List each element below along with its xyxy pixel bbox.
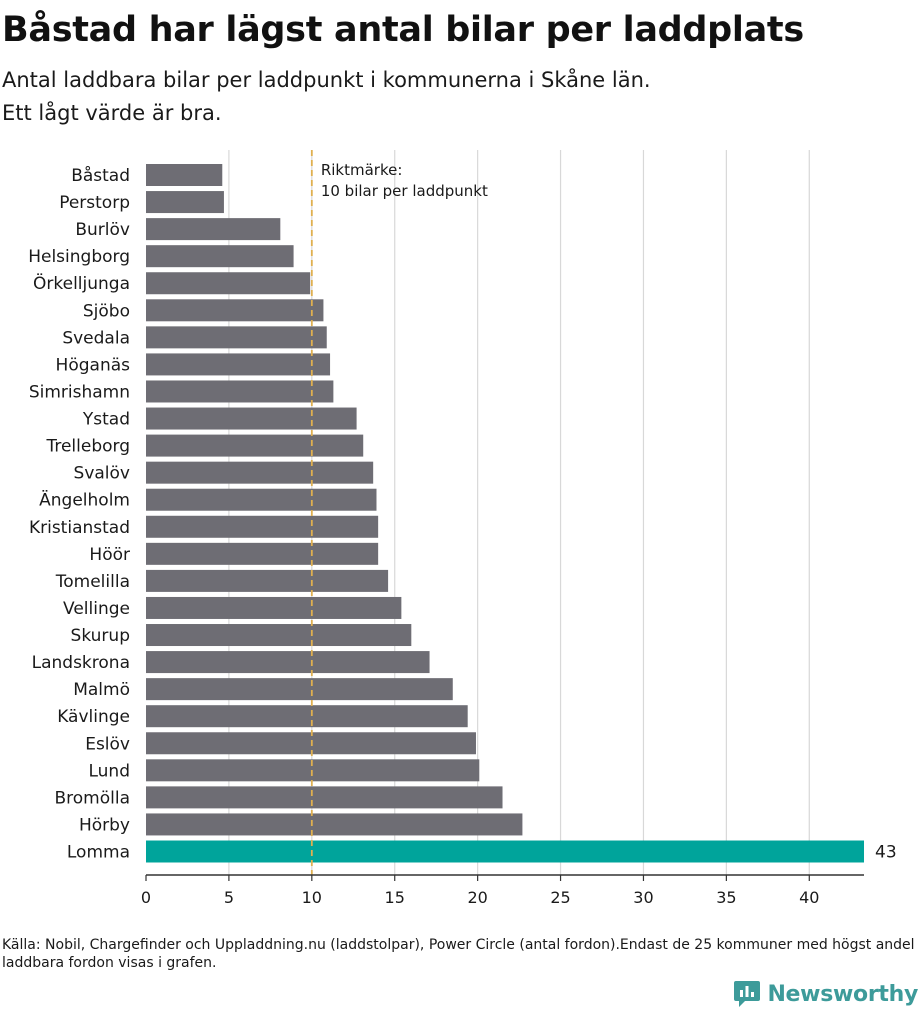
category-label: Ystad (82, 410, 130, 430)
category-label: Tomelilla (55, 572, 130, 592)
category-label: Lomma (67, 843, 130, 863)
bar (146, 218, 280, 240)
category-label: Sjöbo (83, 301, 130, 321)
bar (146, 435, 363, 457)
benchmark-label: 10 bilar per laddpunkt (321, 182, 488, 200)
bar (146, 353, 330, 375)
bar (146, 543, 378, 565)
category-label: Lund (88, 761, 130, 781)
category-label: Trelleborg (45, 437, 130, 457)
bar (146, 624, 411, 646)
category-label: Bromölla (54, 788, 130, 808)
category-label: Hörby (79, 815, 130, 835)
bar (146, 516, 378, 538)
bar (146, 678, 453, 700)
category-label: Örkelljunga (33, 272, 130, 294)
category-label: Svalöv (74, 464, 130, 484)
category-label: Kristianstad (29, 518, 130, 538)
category-label: Landskrona (32, 653, 130, 673)
brand-name: Newsworthy (767, 982, 918, 1007)
category-label: Svedala (62, 328, 130, 348)
category-label: Vellinge (63, 599, 130, 619)
x-tick-label: 35 (716, 888, 736, 907)
category-label: Båstad (71, 165, 130, 186)
x-tick-label: 5 (224, 888, 234, 907)
bar (146, 489, 376, 511)
bar (146, 326, 327, 348)
bar (146, 462, 373, 484)
bar (146, 597, 401, 619)
data-label: 43 (875, 843, 897, 863)
newsworthy-logo-icon (733, 979, 761, 1009)
bar (146, 570, 388, 592)
category-label: Skurup (71, 626, 130, 646)
brand-logo: Newsworthy (733, 978, 918, 1010)
chart-subtitle: Antal laddbara bilar per laddpunkt i kom… (2, 68, 651, 92)
bar (146, 272, 310, 294)
bar (146, 299, 323, 321)
bar (146, 191, 224, 213)
x-tick-label: 0 (141, 888, 151, 907)
x-tick-label: 40 (799, 888, 819, 907)
bar (146, 651, 430, 673)
category-label: Malmö (73, 680, 130, 700)
bar (146, 813, 522, 835)
x-axis: 0 5 10 15 20 25 30 35 40 (141, 875, 864, 907)
chart-title: Båstad har lägst antal bilar per laddpla… (2, 10, 804, 50)
bar (146, 164, 222, 186)
category-label: Perstorp (59, 193, 130, 213)
category-label: Simrishamn (29, 382, 130, 402)
bar (146, 245, 294, 267)
category-label: Ängelholm (39, 490, 130, 511)
x-tick-label: 20 (467, 888, 487, 907)
x-tick-label: 10 (302, 888, 322, 907)
bar (146, 841, 864, 863)
bar (146, 380, 333, 402)
category-label: Eslöv (85, 734, 130, 754)
bar (146, 786, 503, 808)
source-note: Källa: Nobil, Chargefinder och Uppladdni… (2, 936, 918, 972)
bars (146, 164, 864, 863)
category-label: Kävlinge (57, 707, 130, 727)
benchmark-label: Riktmärke: (321, 161, 403, 179)
bar (146, 705, 468, 727)
x-tick-label: 15 (385, 888, 405, 907)
category-label: Helsingborg (28, 247, 130, 267)
bar (146, 408, 357, 430)
category-label: Höganäs (56, 355, 131, 375)
chart-note: Ett lågt värde är bra. (2, 101, 222, 125)
x-tick-label: 30 (633, 888, 653, 907)
bar-chart: Riktmärke: 10 bilar per laddpunkt 0 5 10 15 2… (0, 140, 920, 910)
x-tick-label: 25 (550, 888, 570, 907)
category-label: Burlöv (75, 220, 130, 240)
category-labels: Båstad Perstorp Burlöv Helsingborg Örkelljun… (28, 165, 896, 863)
category-label: Höör (89, 545, 130, 565)
